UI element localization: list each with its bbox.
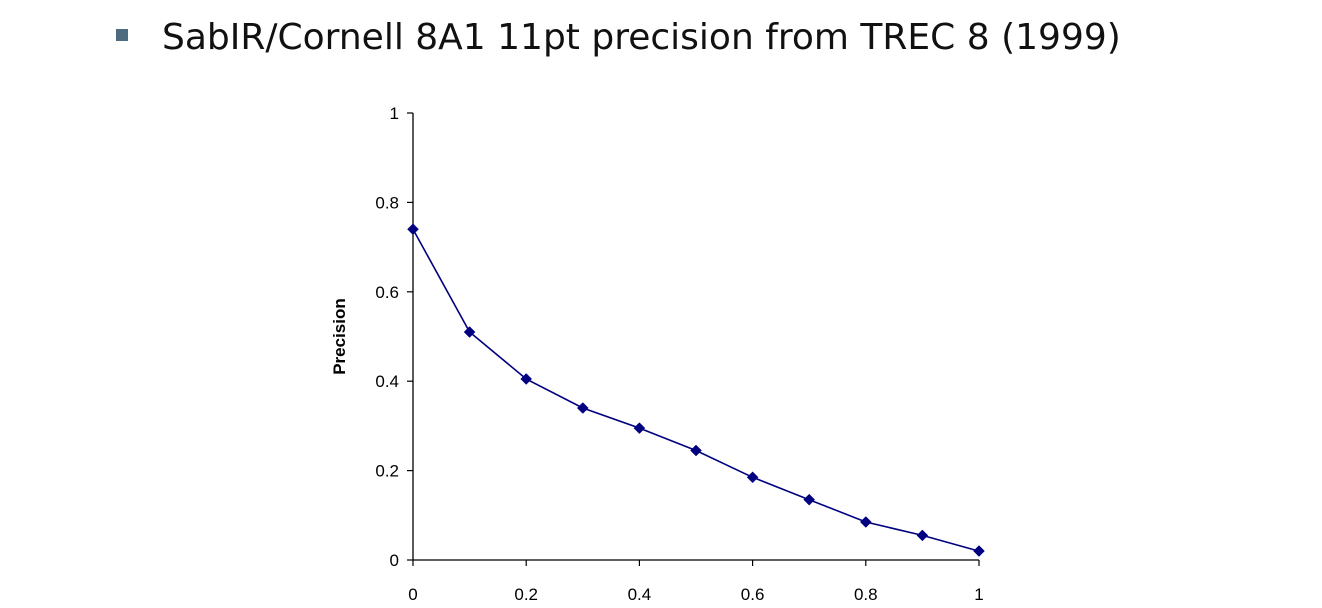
x-tick-label: 1 xyxy=(974,585,983,604)
slide-title: SabIR/Cornell 8A1 11pt precision from TR… xyxy=(162,17,1121,58)
x-tick-label: 0.4 xyxy=(628,585,652,604)
y-axis-title: Precision xyxy=(330,298,349,375)
data-point xyxy=(633,422,646,434)
y-tick-label: 1 xyxy=(390,104,399,123)
data-point xyxy=(407,223,419,236)
x-axis: 0 0.2 0.4 0.6 0.8 1 xyxy=(408,559,984,604)
data-point xyxy=(576,402,589,414)
y-tick-label: 0.2 xyxy=(375,462,399,481)
y-tick-label: 0 xyxy=(390,551,399,570)
y-axis: 0 0.2 0.4 0.6 0.8 1 xyxy=(375,104,414,570)
bullet-icon xyxy=(116,29,128,41)
series-line xyxy=(412,228,980,552)
data-point xyxy=(916,529,929,542)
data-point xyxy=(803,493,816,506)
data-point xyxy=(520,373,533,385)
data-point xyxy=(859,516,872,528)
y-tick-label: 0.8 xyxy=(375,193,399,212)
y-tick-label: 0.4 xyxy=(375,372,399,391)
y-tick-label: 0.6 xyxy=(375,283,399,302)
data-point xyxy=(463,326,476,338)
data-point xyxy=(690,444,702,457)
x-tick-label: 0.2 xyxy=(514,585,538,604)
data-point xyxy=(746,471,759,484)
x-tick-label: 0 xyxy=(408,585,417,604)
x-tick-label: 0.8 xyxy=(854,585,878,604)
data-point xyxy=(973,545,985,557)
series-layer xyxy=(407,223,985,557)
x-tick-label: 0.6 xyxy=(741,585,765,604)
